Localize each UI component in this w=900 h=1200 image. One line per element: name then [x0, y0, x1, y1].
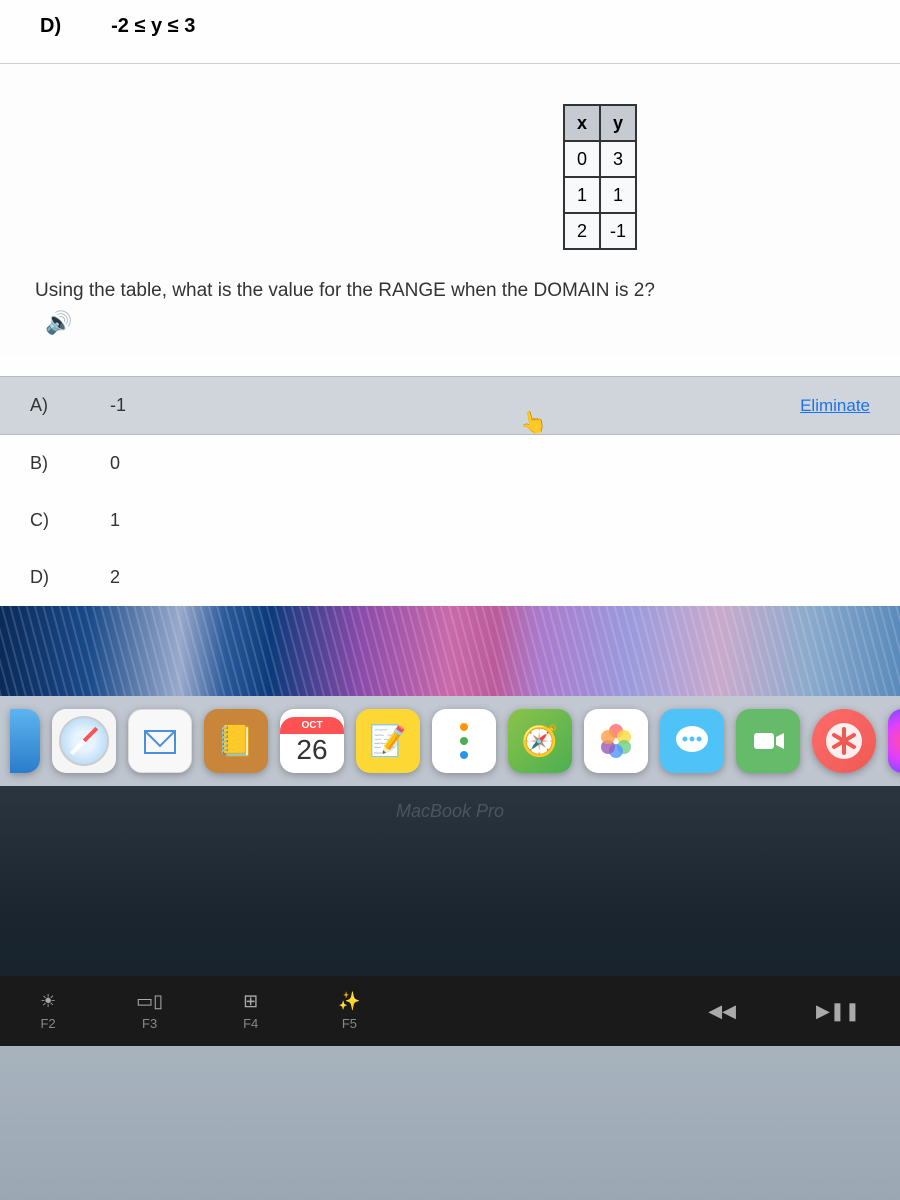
xy-data-table: x y 0 3 1 1 2 -1: [563, 104, 637, 250]
finder-icon[interactable]: [10, 709, 40, 773]
table-header-x: x: [564, 105, 600, 141]
answer-letter: A): [30, 395, 55, 416]
play-pause-icon: ▶❚❚: [816, 1001, 860, 1022]
launchpad-icon: ⊞: [243, 991, 258, 1012]
rewind-icon: ◀◀: [708, 1001, 736, 1022]
answer-letter: B): [30, 453, 55, 474]
f4-key: ⊞ F4: [243, 991, 258, 1031]
desktop-wallpaper-strip: [0, 606, 900, 696]
eliminate-link[interactable]: Eliminate: [800, 396, 870, 416]
answer-value: 0: [110, 453, 120, 474]
mail-icon[interactable]: [128, 709, 192, 773]
answer-letter: C): [30, 510, 55, 531]
answer-option-a[interactable]: A) -1 Eliminate: [0, 376, 900, 435]
answer-option-c[interactable]: C) 1: [0, 492, 900, 549]
appstore-icon[interactable]: [812, 709, 876, 773]
audio-play-icon[interactable]: 🔊: [45, 310, 72, 336]
play-pause-key: ▶❚❚: [816, 1001, 860, 1022]
maps-icon[interactable]: 🧭: [508, 709, 572, 773]
f3-key: ▭▯ F3: [136, 991, 163, 1031]
table-row: 0 3: [564, 141, 636, 177]
contacts-icon[interactable]: 📒: [204, 709, 268, 773]
table-row: 1 1: [564, 177, 636, 213]
option-text: -2 ≤ y ≤ 3: [111, 15, 195, 38]
answer-option-b[interactable]: B) 0: [0, 435, 900, 492]
answer-choices: A) -1 Eliminate B) 0 C) 1 D) 2: [0, 376, 900, 606]
reminders-icon[interactable]: [432, 709, 496, 773]
facetime-icon[interactable]: [736, 709, 800, 773]
question-text: Using the table, what is the value for t…: [30, 280, 870, 302]
calendar-icon[interactable]: OCT 26: [280, 709, 344, 773]
table-row: 2 -1: [564, 213, 636, 249]
rewind-key: ◀◀: [708, 1001, 736, 1022]
brightness-up-icon: ☀: [40, 991, 56, 1012]
table-header-y: y: [600, 105, 636, 141]
laptop-bezel-area: MacBook Pro ☀ F2 ▭▯ F3 ⊞ F4 ✨ F5 ◀◀ ▶❚❚: [0, 786, 900, 1046]
answer-letter: D): [30, 567, 55, 588]
macos-dock: 📒 OCT 26 📝 🧭: [0, 696, 900, 786]
answer-value: -1: [110, 395, 126, 416]
keyboard-function-row: ☀ F2 ▭▯ F3 ⊞ F4 ✨ F5 ◀◀ ▶❚❚: [0, 976, 900, 1046]
calendar-day: 26: [296, 734, 327, 766]
safari-icon[interactable]: [52, 709, 116, 773]
option-letter: D): [40, 15, 61, 38]
keyboard-light-icon: ✨: [338, 991, 360, 1012]
previous-option-d: D) -2 ≤ y ≤ 3: [0, 0, 900, 64]
answer-option-d[interactable]: D) 2: [0, 549, 900, 606]
photos-icon[interactable]: [584, 709, 648, 773]
notes-icon[interactable]: 📝: [356, 709, 420, 773]
answer-value: 2: [110, 567, 120, 588]
macbook-label: MacBook Pro: [396, 801, 504, 822]
mission-control-icon: ▭▯: [136, 991, 163, 1012]
itunes-icon[interactable]: [888, 709, 900, 773]
answer-value: 1: [110, 510, 120, 531]
f2-key: ☀ F2: [40, 991, 56, 1031]
quiz-content: D) -2 ≤ y ≤ 3 x y 0 3 1 1 2 -1 Using the…: [0, 0, 900, 606]
calendar-month: OCT: [280, 717, 344, 734]
f5-key: ✨ F5: [338, 991, 360, 1031]
messages-icon[interactable]: [660, 709, 724, 773]
question-area: x y 0 3 1 1 2 -1 Using the table, what i…: [0, 64, 900, 356]
